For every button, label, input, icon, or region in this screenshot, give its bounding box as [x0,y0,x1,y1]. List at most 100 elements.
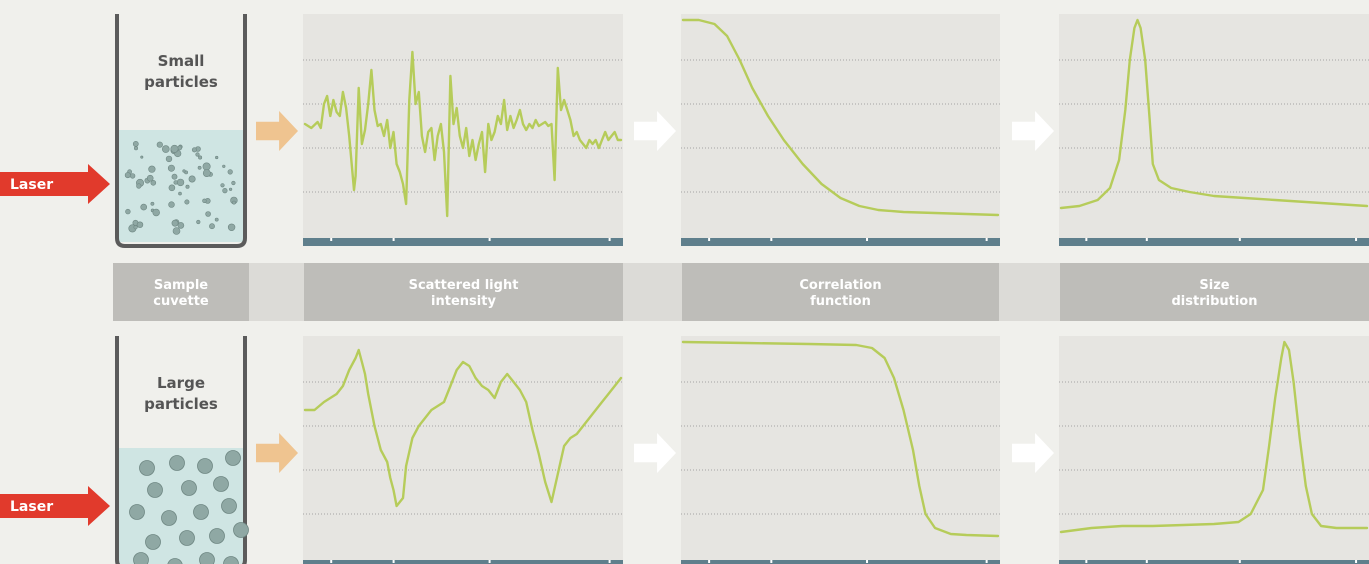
step-arrow [634,111,676,151]
small-particle [136,183,142,189]
panel-intensity-small [303,14,623,246]
axis-tick [770,560,773,563]
axis-tick [392,238,395,241]
intensity-trace [303,50,623,218]
large-particle [133,552,149,564]
axis-tick [1085,238,1088,241]
small-particle [177,222,185,229]
small-particle [231,180,236,186]
large-particle [167,558,183,564]
cuvette-label-line2: particles [144,395,218,413]
panel-correlation-small [681,14,1000,246]
column-header-line2: cuvette [153,294,209,309]
panel-background [681,14,1000,246]
small-particle [168,184,176,192]
axis-tick [1145,238,1148,241]
axis-tick [1238,560,1241,563]
cuvette-label-line1: Small [158,52,205,70]
small-particle [167,164,175,172]
large-particle [197,458,213,474]
panel-background [1059,14,1369,246]
column-header-line2: distribution [1172,294,1258,309]
column-header-line1: Correlation [799,278,881,293]
panel-background [303,14,623,246]
small-particle [185,184,190,189]
small-particle [188,175,196,183]
small-particle [232,200,236,205]
panel-background [1059,336,1369,564]
axis-tick [330,238,333,241]
axis-bar [1059,238,1369,246]
large-particle [161,510,177,526]
axis-bar [681,238,1000,246]
step-arrow [1012,433,1054,473]
small-particle [197,165,202,170]
cuvette-wall [115,14,247,248]
axis-bar [681,560,1000,564]
axis-tick [866,560,869,563]
small-particle [148,165,156,173]
small-particle [222,188,228,194]
large-particle [179,530,195,546]
column-header-line2: function [810,294,871,309]
large-particle [213,476,229,492]
laser-label: Laser [10,499,53,515]
intensity-trace [303,348,623,508]
cuvette-label-line2: particles [144,73,218,91]
small-particle [191,147,197,153]
small-particle [171,219,179,227]
axis-bar [303,560,623,564]
small-particle [129,173,136,179]
small-particle [182,169,186,173]
large-particle [209,528,225,544]
panel-size-large [1059,336,1369,564]
column-header-line1: Size [1199,278,1229,293]
small-particle [134,146,139,151]
small-particle [132,140,139,147]
small-particle [136,221,144,228]
cuvette-wall [115,336,247,564]
small-particle [196,219,201,225]
large-particle [181,480,197,496]
small-particle [202,169,211,177]
small-particle [170,144,179,153]
laser-label: Laser [10,177,53,193]
small-particle [209,223,215,230]
small-particle [198,155,203,160]
large-particle [221,498,237,514]
large-particle [139,460,155,476]
column-header-box [113,263,249,321]
axis-tick [1355,560,1358,563]
small-particle [222,164,226,168]
large-particle [147,482,163,498]
axis-tick [1145,560,1148,563]
laser-arrow-shape [0,486,110,526]
laser-arrow-shape [0,164,110,204]
column-header-box [1060,263,1369,321]
axis-tick [488,560,491,563]
laser-arrow: Laser [0,164,110,204]
small-particle [173,180,178,185]
small-particle [227,169,233,175]
large-particle [129,504,145,520]
small-particle [184,199,190,205]
panel-correlation-large [681,336,1000,564]
axis-tick [1238,238,1241,241]
axis-tick [985,560,988,563]
column-header-box [304,263,623,321]
axis-bar [303,238,623,246]
large-particle [223,556,239,564]
small-particle [168,201,175,208]
panel-background [681,336,1000,564]
correlation-trace [681,340,1000,538]
column-header-box [682,263,999,321]
axis-tick [608,560,611,563]
small-particle [205,211,211,217]
column-header-line1: Sample [154,278,208,293]
axis-bar [1059,560,1369,564]
small-particle [165,155,173,163]
column-header-line2: intensity [431,294,496,309]
